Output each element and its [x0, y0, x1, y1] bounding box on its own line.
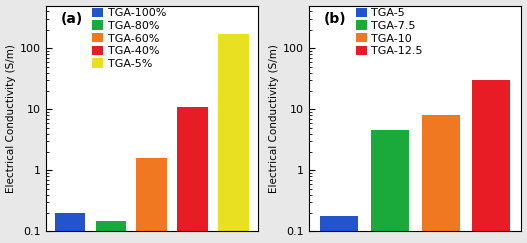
- Bar: [422, 115, 460, 243]
- Bar: [218, 34, 249, 243]
- Text: (a): (a): [61, 12, 83, 26]
- Bar: [95, 221, 126, 243]
- Y-axis label: Electrical Conductivity (S/m): Electrical Conductivity (S/m): [269, 44, 279, 193]
- Bar: [136, 158, 167, 243]
- Bar: [371, 130, 409, 243]
- Legend: TGA-100%, TGA-80%, TGA-60%, TGA-40%, TGA-5%: TGA-100%, TGA-80%, TGA-60%, TGA-40%, TGA…: [92, 8, 166, 69]
- Text: (b): (b): [324, 12, 347, 26]
- Bar: [320, 216, 358, 243]
- Bar: [177, 107, 208, 243]
- Bar: [472, 80, 510, 243]
- Legend: TGA-5, TGA-7.5, TGA-10, TGA-12.5: TGA-5, TGA-7.5, TGA-10, TGA-12.5: [356, 8, 423, 56]
- Y-axis label: Electrical Conductivity (S/m): Electrical Conductivity (S/m): [6, 44, 16, 193]
- Bar: [55, 213, 85, 243]
